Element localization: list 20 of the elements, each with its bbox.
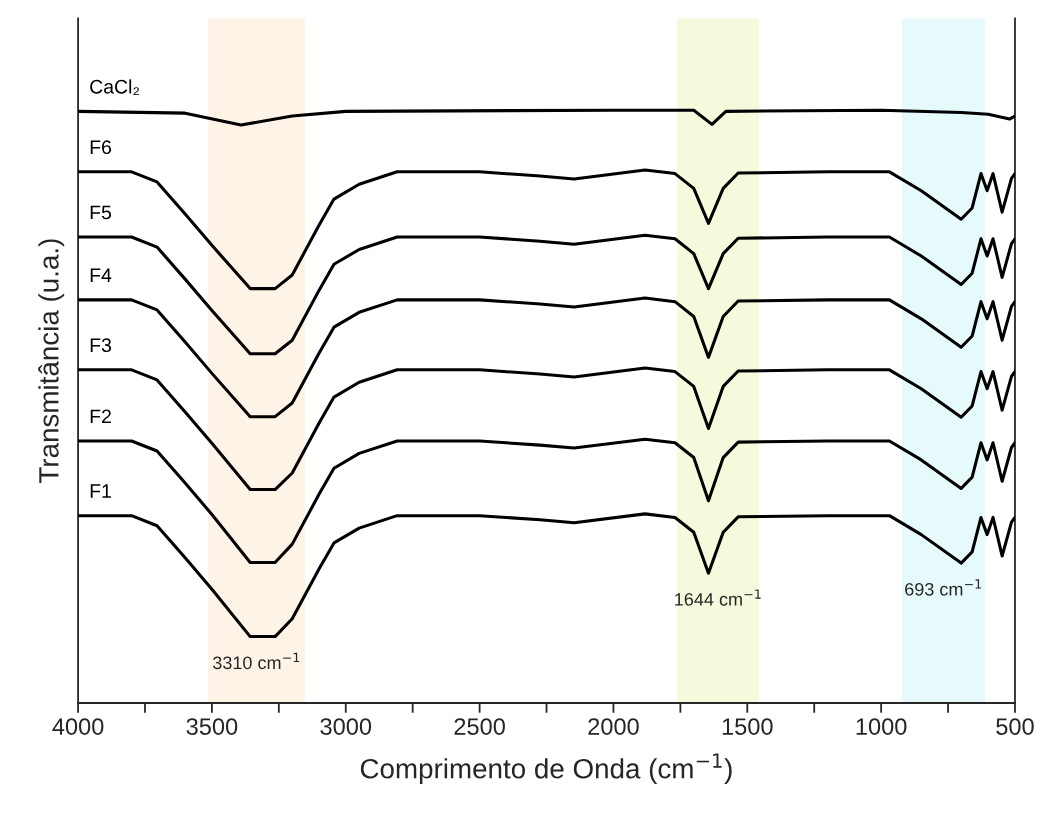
x-tick-label: 1500 — [722, 718, 773, 735]
x-tick-label: 1000 — [856, 718, 907, 735]
band-label: 3310 cm$^{−1}$ — [212, 652, 300, 670]
series-label: F6 — [90, 140, 112, 155]
band-label: 1644 cm$^{−1}$ — [675, 589, 761, 606]
x-tick-label: 2500 — [454, 718, 505, 735]
band-label: 693 cm$^{−1}$ — [905, 579, 982, 596]
x-tick-label: 3000 — [320, 718, 372, 735]
series-label: F4 — [90, 268, 112, 282]
series-label: F5 — [90, 205, 112, 220]
series-label: F1 — [90, 484, 111, 498]
series-label: CaCl₂ — [90, 79, 139, 96]
x-tick-label: 2000 — [588, 718, 639, 735]
y-axis-title: Transmitância (u.a.) — [38, 239, 65, 483]
x-axis-title: Comprimento de Onda (cm$^{−1}$) — [360, 753, 732, 785]
x-tick-label: 3500 — [186, 718, 238, 735]
series-label: F3 — [90, 338, 112, 353]
series-label: F2 — [90, 409, 111, 424]
x-tick-label: 500 — [996, 718, 1034, 735]
x-tick-label: 4000 — [52, 718, 104, 735]
